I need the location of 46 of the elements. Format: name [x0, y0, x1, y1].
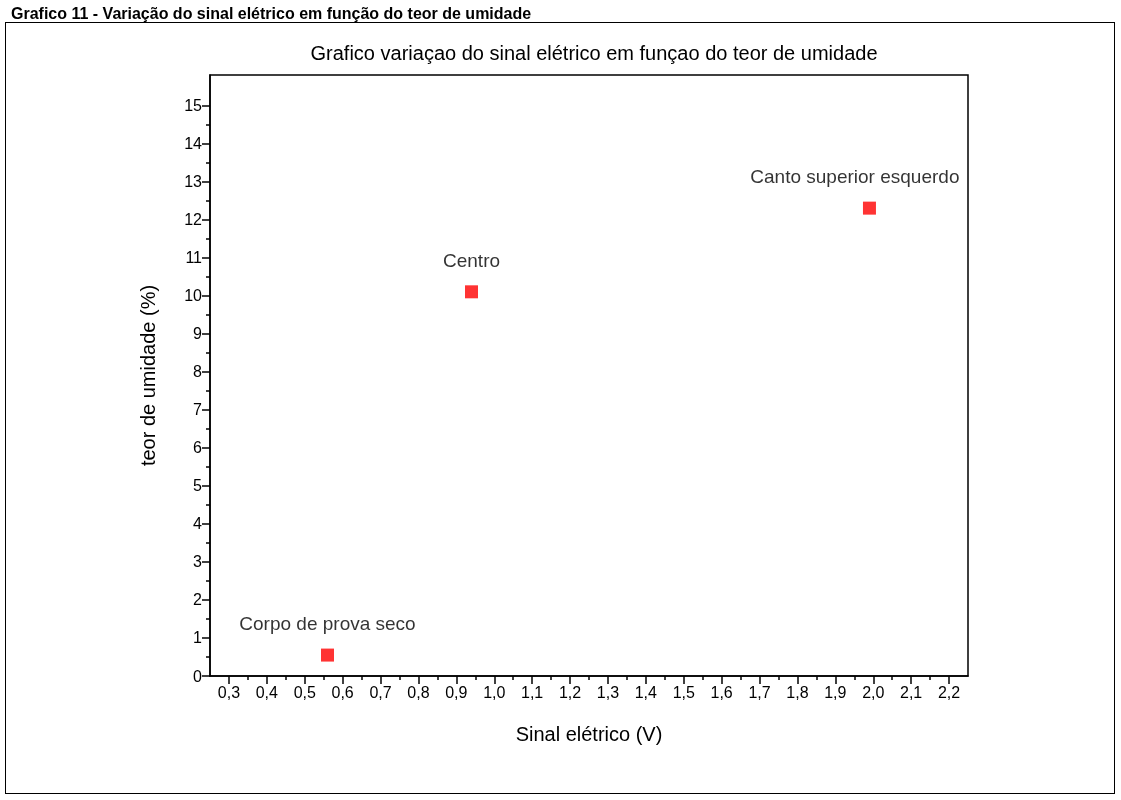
- x-tick-label: 1,6: [710, 683, 733, 701]
- y-tick-label: 4: [193, 515, 203, 533]
- x-tick-label: 1,1: [521, 683, 544, 701]
- x-axis-title: Sinal elétrico (V): [515, 723, 663, 745]
- x-tick-label: 1,9: [824, 683, 847, 701]
- x-tick-label: 0,8: [407, 683, 430, 701]
- annotation: Centro: [442, 249, 501, 271]
- y-axis-title: teor de umidade (%): [137, 284, 159, 467]
- y-tick-label: 2: [193, 591, 203, 609]
- y-tick-label: 0: [193, 667, 203, 685]
- y-tick-label: 15: [184, 96, 203, 114]
- x-tick-label: 1,2: [558, 683, 582, 701]
- y-tick-label: 14: [184, 134, 203, 152]
- y-tick-label: 3: [193, 553, 203, 571]
- annotation: Canto superior esquerdo: [750, 166, 960, 188]
- x-tick-label: 2,2: [937, 683, 961, 701]
- x-tick-label: 0,3: [217, 683, 241, 701]
- y-tick-label: 7: [193, 401, 203, 419]
- point: [465, 285, 479, 299]
- y-tick-label: 1: [193, 629, 203, 647]
- x-tick-label: 1,0: [483, 683, 506, 701]
- x-tick-label: 1,7: [748, 683, 771, 701]
- point: [320, 648, 334, 662]
- y-tick-label: 6: [193, 439, 203, 457]
- y-tick-label: 9: [193, 325, 203, 343]
- x-tick-label: 2,1: [900, 683, 923, 701]
- y-tick-label: 10: [184, 287, 203, 305]
- y-tick-label: 5: [193, 477, 203, 495]
- x-tick-label: 0,9: [445, 683, 468, 701]
- x-tick-label: 0,7: [369, 683, 392, 701]
- x-tick-label: 0,6: [331, 683, 354, 701]
- x-tick-label: 0,5: [293, 683, 316, 701]
- x-tick-label: 2,0: [862, 683, 885, 701]
- x-tick-label: 1,3: [596, 683, 620, 701]
- chart-subtitle: Grafico variaçao do sinal elétrico em funçao do teor de umidade: [310, 42, 878, 64]
- chart-title: Grafico 11 - Variação do sinal elétrico em função do teor de umidade: [11, 4, 532, 22]
- point: [862, 201, 876, 215]
- y-tick-label: 13: [184, 173, 203, 191]
- y-tick-label: 11: [185, 249, 203, 267]
- y-tick-label: 8: [193, 363, 203, 381]
- y-tick-label: 12: [184, 211, 203, 229]
- annotation: Corpo de prova seco: [239, 613, 416, 635]
- x-tick-label: 1,8: [786, 683, 809, 701]
- x-tick-label: 0,4: [255, 683, 279, 701]
- x-tick-label: 1,4: [634, 683, 658, 701]
- x-tick-label: 1,5: [672, 683, 695, 701]
